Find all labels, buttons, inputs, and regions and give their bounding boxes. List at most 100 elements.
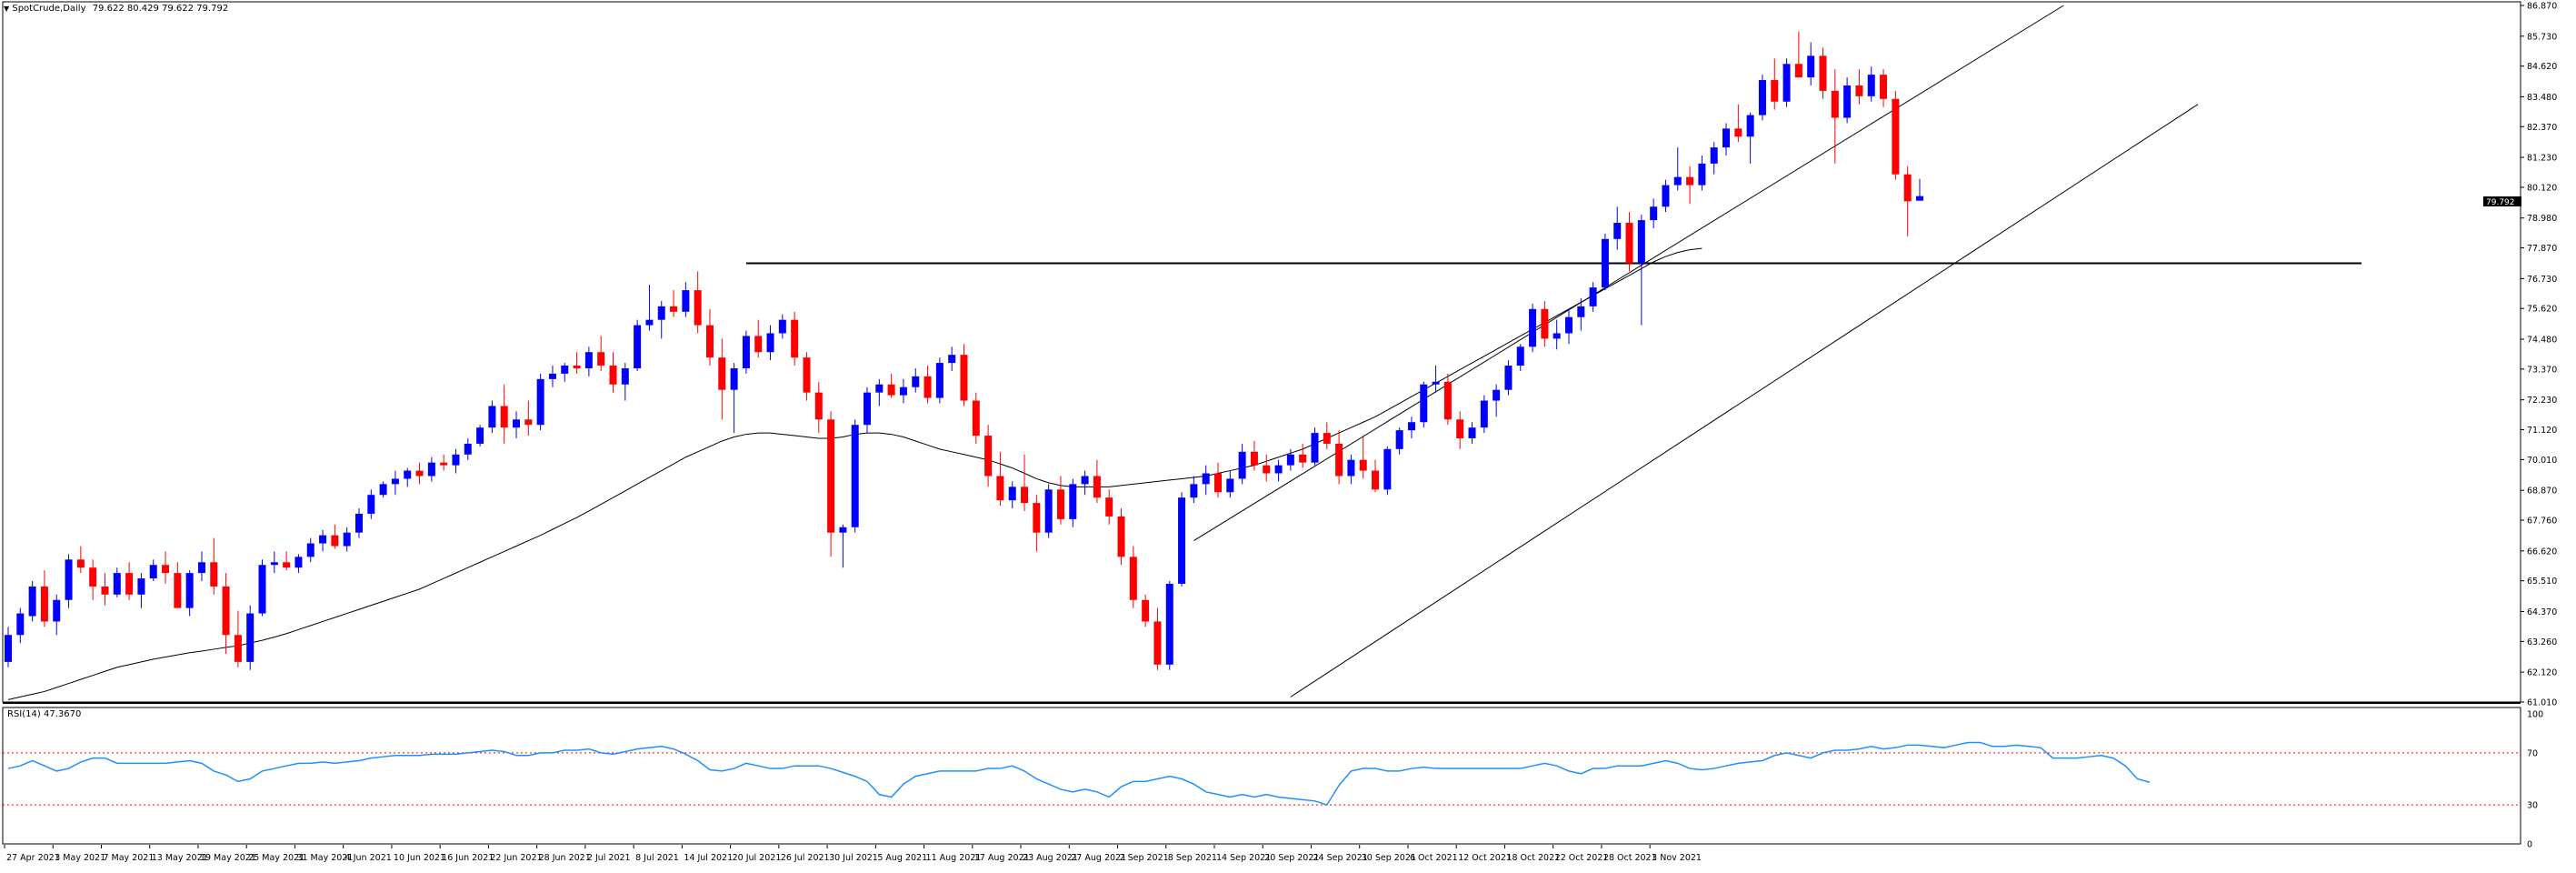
bear-candle <box>524 400 533 436</box>
bear-candle <box>1443 373 1452 426</box>
bull-candle <box>1710 142 1718 175</box>
bull-candle <box>1504 360 1513 396</box>
candle-body <box>1250 451 1258 466</box>
bull-candle <box>1650 198 1658 228</box>
candle-body <box>1673 176 1682 186</box>
bear-candle <box>754 319 763 358</box>
candle-body <box>899 386 907 396</box>
candle-body <box>1190 484 1198 498</box>
candle-body <box>791 319 799 358</box>
rsi-panel-border <box>2 707 2521 845</box>
candle-body <box>476 427 484 444</box>
trend-lines[interactable] <box>745 5 2361 697</box>
candle-body <box>101 586 109 595</box>
time-tick-label: 12 Oct 2021 <box>1458 853 1512 863</box>
candle-body <box>742 336 750 368</box>
time-tick-label: 23 Aug 2021 <box>1023 853 1078 863</box>
candle-body <box>935 363 944 398</box>
bull-candle <box>634 319 642 371</box>
chart-ohlc: 79.622 80.429 79.622 79.792 <box>92 4 229 14</box>
candle-body <box>851 425 859 527</box>
bull-candle <box>778 314 786 339</box>
bull-candle <box>1758 75 1766 121</box>
chart-symbol: SpotCrude,Daily <box>12 4 86 14</box>
candle-body <box>1686 176 1694 186</box>
time-tick-label: 30 Sep 2021 <box>1362 853 1416 863</box>
candle-body <box>548 373 556 379</box>
candle-body <box>1855 85 1863 96</box>
candle-body <box>875 384 884 393</box>
candle-body <box>415 470 424 477</box>
candle-body <box>427 462 435 477</box>
candle-body <box>1662 185 1670 207</box>
price-tick-label: 61.010 <box>2527 698 2557 708</box>
bear-candle <box>996 451 1004 507</box>
candle-body <box>645 319 654 326</box>
price-tick-label: 73.370 <box>2527 365 2557 375</box>
candle-body <box>1831 90 1839 118</box>
time-tick-label: 14 Jul 2021 <box>684 853 733 863</box>
bear-candle <box>1117 508 1125 566</box>
candle-body <box>295 557 303 568</box>
bull-candle <box>476 425 484 447</box>
price-tick-label: 72.230 <box>2527 396 2557 406</box>
candle-body <box>778 319 786 334</box>
candle-body <box>609 366 617 385</box>
bear-candle <box>984 425 993 487</box>
bull-candle <box>536 373 544 431</box>
bull-candle <box>742 330 750 374</box>
bull-candle <box>1238 443 1246 485</box>
bull-candle <box>427 457 435 482</box>
bull-candle <box>28 581 36 622</box>
time-tick-label: 2 Jul 2021 <box>587 853 631 863</box>
candle-body <box>1613 223 1622 239</box>
candle-body <box>1504 366 1513 390</box>
candle-body <box>827 419 835 533</box>
candle-body <box>1819 55 1827 91</box>
bull-candle <box>1673 147 1682 191</box>
bull-candle <box>1867 66 1875 102</box>
candle-body <box>1625 223 1633 264</box>
bull-candle <box>1746 112 1754 164</box>
bull-candle <box>1529 303 1537 353</box>
candle-body <box>1178 497 1186 584</box>
bull-candle <box>548 366 556 387</box>
bear-candle <box>573 352 581 374</box>
bear-candle <box>1359 436 1367 479</box>
price-tick-label: 64.370 <box>2527 607 2557 617</box>
time-tick-label: 22 Oct 2021 <box>1555 853 1609 863</box>
candle-body <box>89 567 97 587</box>
time-tick-label: 11 Aug 2021 <box>926 853 982 863</box>
candle-body <box>754 336 763 353</box>
bull-candle <box>1601 233 1609 291</box>
price-tick-label: 80.120 <box>2527 183 2557 193</box>
candle-body <box>1202 473 1210 485</box>
bear-candle <box>125 562 134 600</box>
bear-candle <box>1541 300 1549 347</box>
price-tick-label: 84.620 <box>2527 62 2557 72</box>
bull-candle <box>246 605 255 670</box>
time-tick-label: 2 Sep 2021 <box>1120 853 1169 863</box>
candle-body <box>718 357 726 390</box>
bear-candle <box>597 336 605 371</box>
bear-candle <box>1033 495 1041 552</box>
bear-candle <box>670 290 678 317</box>
candle-body <box>125 573 134 595</box>
candle-body <box>270 562 278 566</box>
candles <box>5 31 1923 670</box>
bull-candle <box>464 438 472 460</box>
candle-body <box>1105 497 1113 517</box>
candle-body <box>1214 473 1222 493</box>
candle-body <box>634 325 642 368</box>
bear-candle <box>1214 462 1222 498</box>
time-tick-label: 27 Apr 2021 <box>6 853 60 863</box>
time-tick-label: 7 May 2021 <box>103 853 154 863</box>
candle-body <box>1383 448 1392 490</box>
bull-candle <box>1226 470 1234 498</box>
collapse-icon[interactable]: ▼ <box>4 5 10 13</box>
time-tick-label: 25 May 2021 <box>248 853 305 863</box>
bear-candle <box>222 573 230 654</box>
bull-candle <box>1577 297 1585 331</box>
